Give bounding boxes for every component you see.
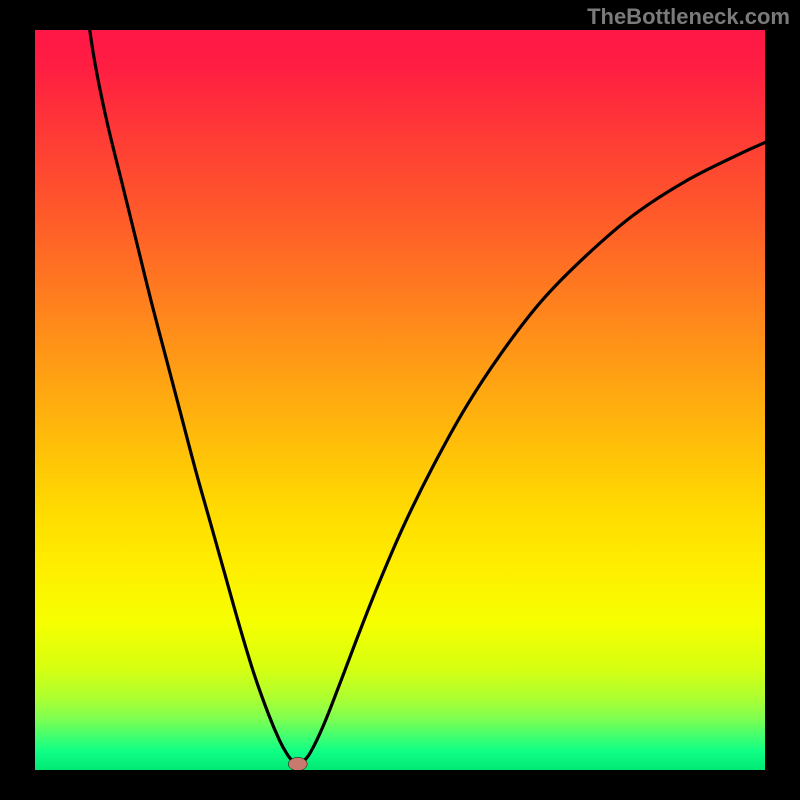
plot-area [35, 30, 765, 770]
watermark-text: TheBottleneck.com [587, 4, 790, 30]
plot-curve [35, 30, 765, 770]
